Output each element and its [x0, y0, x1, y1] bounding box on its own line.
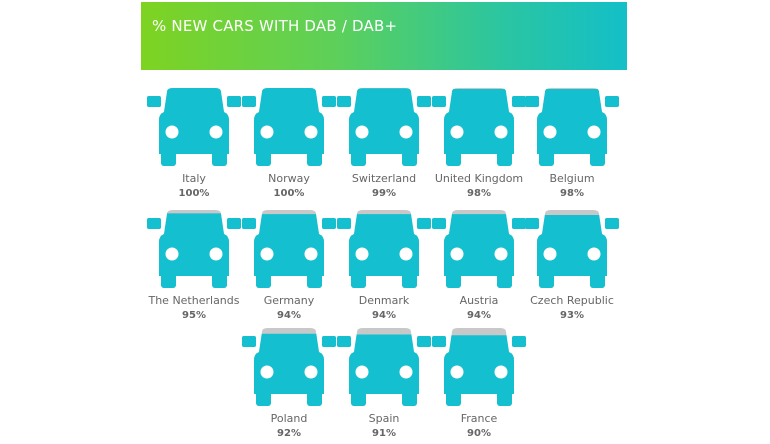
- value-label: 91%: [372, 428, 396, 439]
- car-italy: Italy 100%: [147, 88, 241, 199]
- country-label: Belgium: [549, 172, 594, 185]
- car-norway: Norway 100%: [242, 88, 336, 199]
- headlight-right: [494, 365, 508, 379]
- car-united-kingdom: United Kingdom 98%: [432, 88, 526, 199]
- car-switzerland: Switzerland 99%: [337, 88, 431, 199]
- country-label: Norway: [268, 172, 310, 185]
- car-germany: Germany 94%: [242, 210, 336, 321]
- car-filled-portion: [432, 335, 526, 406]
- headlight-left: [543, 125, 557, 139]
- value-label: 98%: [467, 188, 491, 199]
- car-denmark: Denmark 94%: [337, 210, 431, 321]
- headlight-right: [399, 365, 413, 379]
- headlight-right: [494, 247, 508, 261]
- headlight-left: [355, 125, 369, 139]
- car-filled-portion: [432, 89, 526, 166]
- headlight-left: [355, 247, 369, 261]
- headlight-right: [304, 125, 318, 139]
- car-filled-portion: [242, 333, 336, 406]
- country-label: Switzerland: [352, 172, 416, 185]
- headlight-right: [304, 365, 318, 379]
- headlight-right: [209, 125, 223, 139]
- car-france: France 90%: [432, 328, 526, 439]
- value-label: 100%: [274, 188, 305, 199]
- country-label: Denmark: [359, 294, 410, 307]
- car-filled-portion: [432, 214, 526, 288]
- country-label: United Kingdom: [435, 172, 523, 185]
- value-label: 100%: [179, 188, 210, 199]
- headlight-left: [450, 365, 464, 379]
- car-filled-portion: [525, 214, 619, 288]
- value-label: 98%: [560, 188, 584, 199]
- headlight-left: [450, 247, 464, 261]
- value-label: 95%: [182, 310, 206, 321]
- headlight-left: [260, 365, 274, 379]
- car-poland: Poland 92%: [242, 328, 336, 439]
- value-label: 92%: [277, 428, 301, 439]
- headlight-right: [399, 247, 413, 261]
- value-label: 90%: [467, 428, 491, 439]
- headlight-left: [355, 365, 369, 379]
- car-filled-portion: [242, 214, 336, 288]
- car-filled-portion: [337, 88, 431, 166]
- headlight-right: [399, 125, 413, 139]
- car-the-netherlands: The Netherlands 95%: [147, 210, 241, 321]
- headlight-right: [587, 247, 601, 261]
- value-label: 93%: [560, 310, 584, 321]
- country-label: Italy: [182, 172, 206, 185]
- country-label: The Netherlands: [147, 294, 239, 307]
- country-label: Spain: [369, 412, 400, 425]
- headlight-left: [260, 125, 274, 139]
- headlight-right: [494, 125, 508, 139]
- country-label: Poland: [271, 412, 308, 425]
- headlight-right: [587, 125, 601, 139]
- car-filled-portion: [147, 213, 241, 288]
- car-belgium: Belgium 98%: [525, 88, 619, 199]
- car-filled-portion: [147, 88, 241, 166]
- headlight-left: [165, 125, 179, 139]
- car-spain: Spain 91%: [337, 328, 431, 439]
- value-label: 94%: [372, 310, 396, 321]
- car-czech-republic: Czech Republic 93%: [525, 210, 619, 321]
- car-filled-portion: [242, 88, 336, 166]
- car-austria: Austria 94%: [432, 210, 526, 321]
- value-label: 94%: [467, 310, 491, 321]
- country-label: Germany: [264, 294, 315, 307]
- title-banner: % NEW CARS WITH DAB / DAB+: [141, 2, 627, 70]
- value-label: 99%: [372, 188, 396, 199]
- car-filled-portion: [337, 214, 431, 288]
- chart-title: % NEW CARS WITH DAB / DAB+: [152, 17, 398, 35]
- headlight-right: [304, 247, 318, 261]
- car-filled-portion: [525, 89, 619, 166]
- headlight-left: [450, 125, 464, 139]
- headlight-left: [165, 247, 179, 261]
- country-label: France: [461, 412, 498, 425]
- car-filled-portion: [337, 334, 431, 406]
- headlight-right: [209, 247, 223, 261]
- country-label: Czech Republic: [530, 294, 614, 307]
- value-label: 94%: [277, 310, 301, 321]
- country-label: Austria: [460, 294, 499, 307]
- headlight-left: [543, 247, 557, 261]
- headlight-left: [260, 247, 274, 261]
